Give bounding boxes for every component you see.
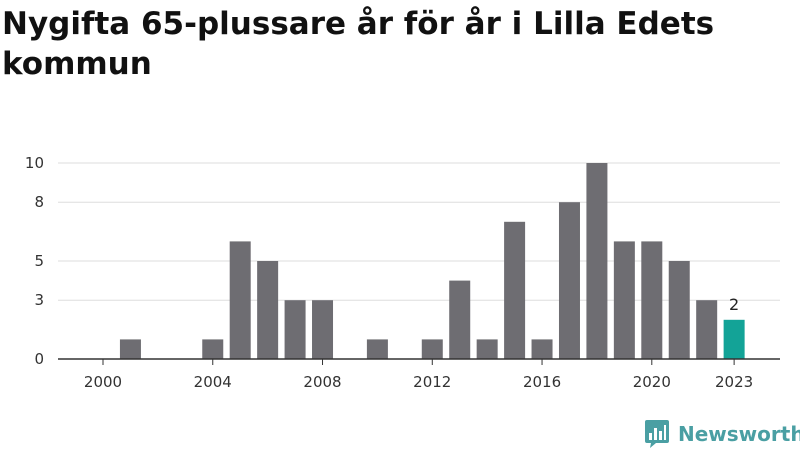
x-tick-label: 2023	[715, 373, 753, 391]
bar-chart-bubble-icon	[645, 420, 669, 448]
bar-2005	[229, 241, 251, 359]
x-axis-ticks: 2000 2004 2008 2012 2016 2020 2023	[84, 359, 753, 391]
bar-2007	[284, 300, 306, 359]
bar-2006	[257, 261, 279, 359]
y-axis-ticks: 0 3 5 8 10	[25, 154, 44, 368]
bar-2019	[613, 241, 635, 359]
x-tick-label: 2012	[413, 373, 451, 391]
bar-2014	[476, 339, 498, 359]
bar-2004	[202, 339, 224, 359]
y-tick-label: 0	[34, 350, 44, 368]
bar-2001	[119, 339, 141, 359]
bar-2023	[723, 319, 745, 359]
x-tick-label: 2004	[194, 373, 232, 391]
highlight-value-label: 2	[729, 295, 739, 314]
bar-2010	[366, 339, 388, 359]
bar-2015	[504, 221, 526, 359]
bar-2012	[421, 339, 443, 359]
brand-name: Newsworthy	[678, 422, 800, 446]
x-tick-label: 2008	[303, 373, 341, 391]
bar-2008	[312, 300, 334, 359]
bar-2021	[668, 261, 690, 359]
y-tick-label: 5	[34, 252, 44, 270]
x-tick-label: 2000	[84, 373, 122, 391]
bars	[119, 163, 745, 359]
x-tick-label: 2016	[523, 373, 561, 391]
y-tick-label: 8	[34, 193, 44, 211]
brand-logo: Newsworthy	[644, 418, 800, 450]
bar-2013	[449, 280, 471, 359]
bar-2016	[531, 339, 553, 359]
chart-title: Nygifta 65-plussare år för år i Lilla Ed…	[2, 6, 715, 82]
y-tick-label: 3	[34, 291, 44, 309]
data-labels: 2	[729, 295, 739, 314]
x-tick-label: 2020	[633, 373, 671, 391]
bar-2022	[696, 300, 718, 359]
bar-2017	[558, 202, 580, 359]
bar-2018	[586, 163, 608, 359]
bar-2020	[641, 241, 663, 359]
y-tick-label: 10	[25, 154, 44, 172]
